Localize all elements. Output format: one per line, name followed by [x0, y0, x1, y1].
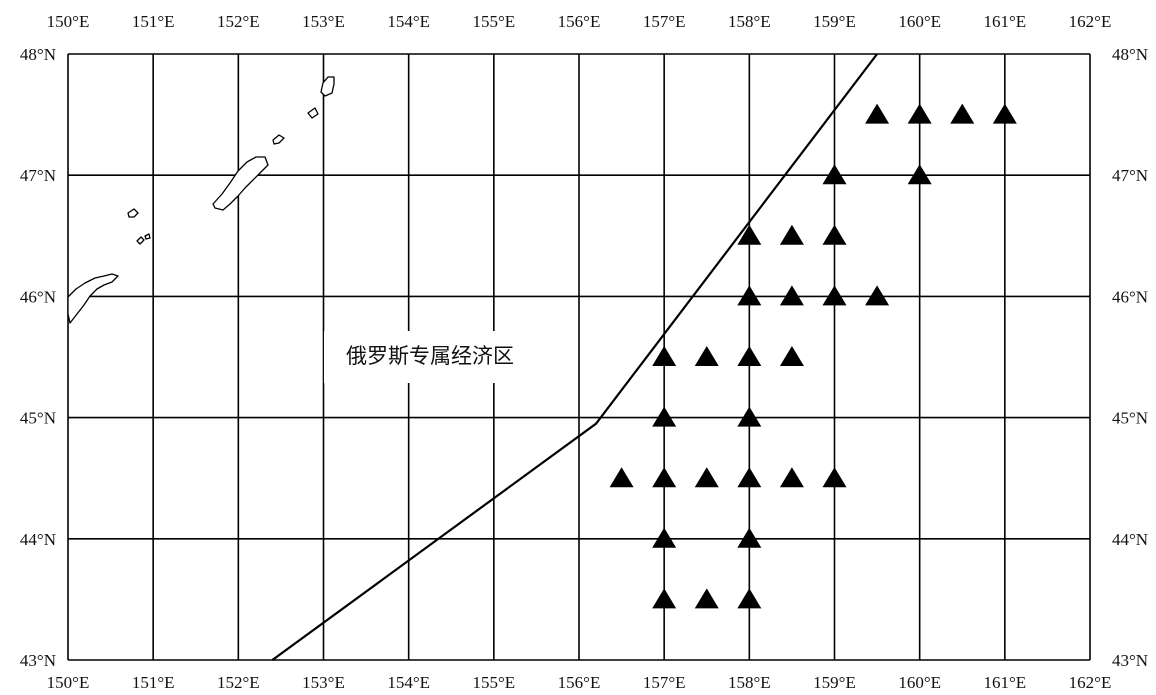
lon-label-bottom: 154°E	[387, 673, 430, 692]
lon-label-top: 155°E	[472, 12, 515, 31]
station-marker-icon	[737, 224, 762, 245]
lon-label-bottom: 156°E	[558, 673, 601, 692]
island-shape	[67, 273, 119, 324]
lon-label-top: 156°E	[558, 12, 601, 31]
station-marker-icon	[652, 527, 677, 548]
lon-label-top: 159°E	[813, 12, 856, 31]
lon-label-top: 160°E	[898, 12, 941, 31]
lon-label-bottom: 151°E	[132, 673, 175, 692]
lat-label-right: 43°N	[1112, 651, 1148, 670]
station-marker-icon	[822, 285, 847, 306]
lat-label-left: 43°N	[20, 651, 56, 670]
lat-label-left: 45°N	[20, 409, 56, 428]
lon-label-top: 161°E	[983, 12, 1026, 31]
station-marker-icon	[737, 527, 762, 548]
station-marker-icon	[652, 588, 677, 609]
station-marker-icon	[737, 285, 762, 306]
station-marker-icon	[609, 467, 634, 488]
station-marker-icon	[779, 224, 804, 245]
lon-label-bottom: 160°E	[898, 673, 941, 692]
lon-label-bottom: 161°E	[983, 673, 1026, 692]
lon-label-top: 157°E	[643, 12, 686, 31]
lat-label-right: 48°N	[1112, 45, 1148, 64]
station-marker-icon	[737, 406, 762, 427]
island-shape	[144, 233, 151, 240]
station-marker-icon	[779, 346, 804, 366]
lon-label-top: 154°E	[387, 12, 430, 31]
lat-label-left: 48°N	[20, 45, 56, 64]
eez-boundary	[271, 53, 878, 661]
station-marker-icon	[822, 467, 847, 488]
station-marker-icon	[992, 103, 1017, 124]
station-marker-icon	[865, 285, 890, 306]
lon-label-bottom: 155°E	[472, 673, 515, 692]
region-label-background	[323, 331, 536, 383]
station-marker-icon	[652, 467, 677, 488]
station-marker-icon	[737, 467, 762, 488]
lat-label-right: 46°N	[1112, 287, 1148, 306]
lon-label-top: 158°E	[728, 12, 771, 31]
lon-label-top: 151°E	[132, 12, 175, 31]
lat-label-left: 46°N	[20, 287, 56, 306]
island-shape	[272, 134, 285, 145]
lon-label-top: 153°E	[302, 12, 345, 31]
station-marker-icon	[652, 346, 677, 366]
lon-label-top: 150°E	[47, 12, 90, 31]
eez-boundary-line	[271, 53, 878, 661]
lat-label-left: 47°N	[20, 166, 56, 185]
lon-label-bottom: 153°E	[302, 673, 345, 692]
lon-label-bottom: 159°E	[813, 673, 856, 692]
island-shape	[320, 76, 335, 97]
graticule	[67, 53, 1091, 661]
lon-label-bottom: 152°E	[217, 673, 260, 692]
station-marker-icon	[907, 103, 932, 124]
lat-label-left: 44°N	[20, 530, 56, 549]
station-marker-icon	[779, 467, 804, 488]
kuril-islands-coastline	[67, 76, 335, 324]
region-label: 俄罗斯专属经济区	[346, 344, 514, 368]
station-marker-icon	[822, 164, 847, 185]
station-marker-icon	[950, 103, 975, 124]
station-marker-icon	[694, 467, 719, 488]
lat-label-right: 45°N	[1112, 409, 1148, 428]
lon-label-top: 152°E	[217, 12, 260, 31]
lon-label-bottom: 150°E	[47, 673, 90, 692]
lon-label-top: 162°E	[1069, 12, 1112, 31]
station-marker-icon	[822, 224, 847, 245]
lon-label-bottom: 158°E	[728, 673, 771, 692]
lon-label-bottom: 157°E	[643, 673, 686, 692]
lon-label-bottom: 162°E	[1069, 673, 1112, 692]
station-markers	[609, 103, 1017, 609]
station-marker-icon	[779, 285, 804, 306]
island-shape	[212, 156, 269, 211]
island-shape	[136, 236, 145, 245]
station-marker-icon	[694, 346, 719, 366]
station-marker-icon	[737, 588, 762, 609]
island-shape	[127, 208, 139, 218]
coordinate-labels: 150°E 150°E 151°E 151°E 152°E 152°E 153°E 153°E…	[20, 12, 1148, 692]
station-marker-icon	[865, 103, 890, 124]
island-shape	[307, 107, 319, 119]
station-marker-icon	[694, 588, 719, 609]
station-marker-icon	[652, 406, 677, 427]
station-marker-icon	[737, 346, 762, 366]
lat-label-right: 44°N	[1112, 530, 1148, 549]
lat-label-right: 47°N	[1112, 166, 1148, 185]
station-marker-icon	[907, 164, 932, 185]
